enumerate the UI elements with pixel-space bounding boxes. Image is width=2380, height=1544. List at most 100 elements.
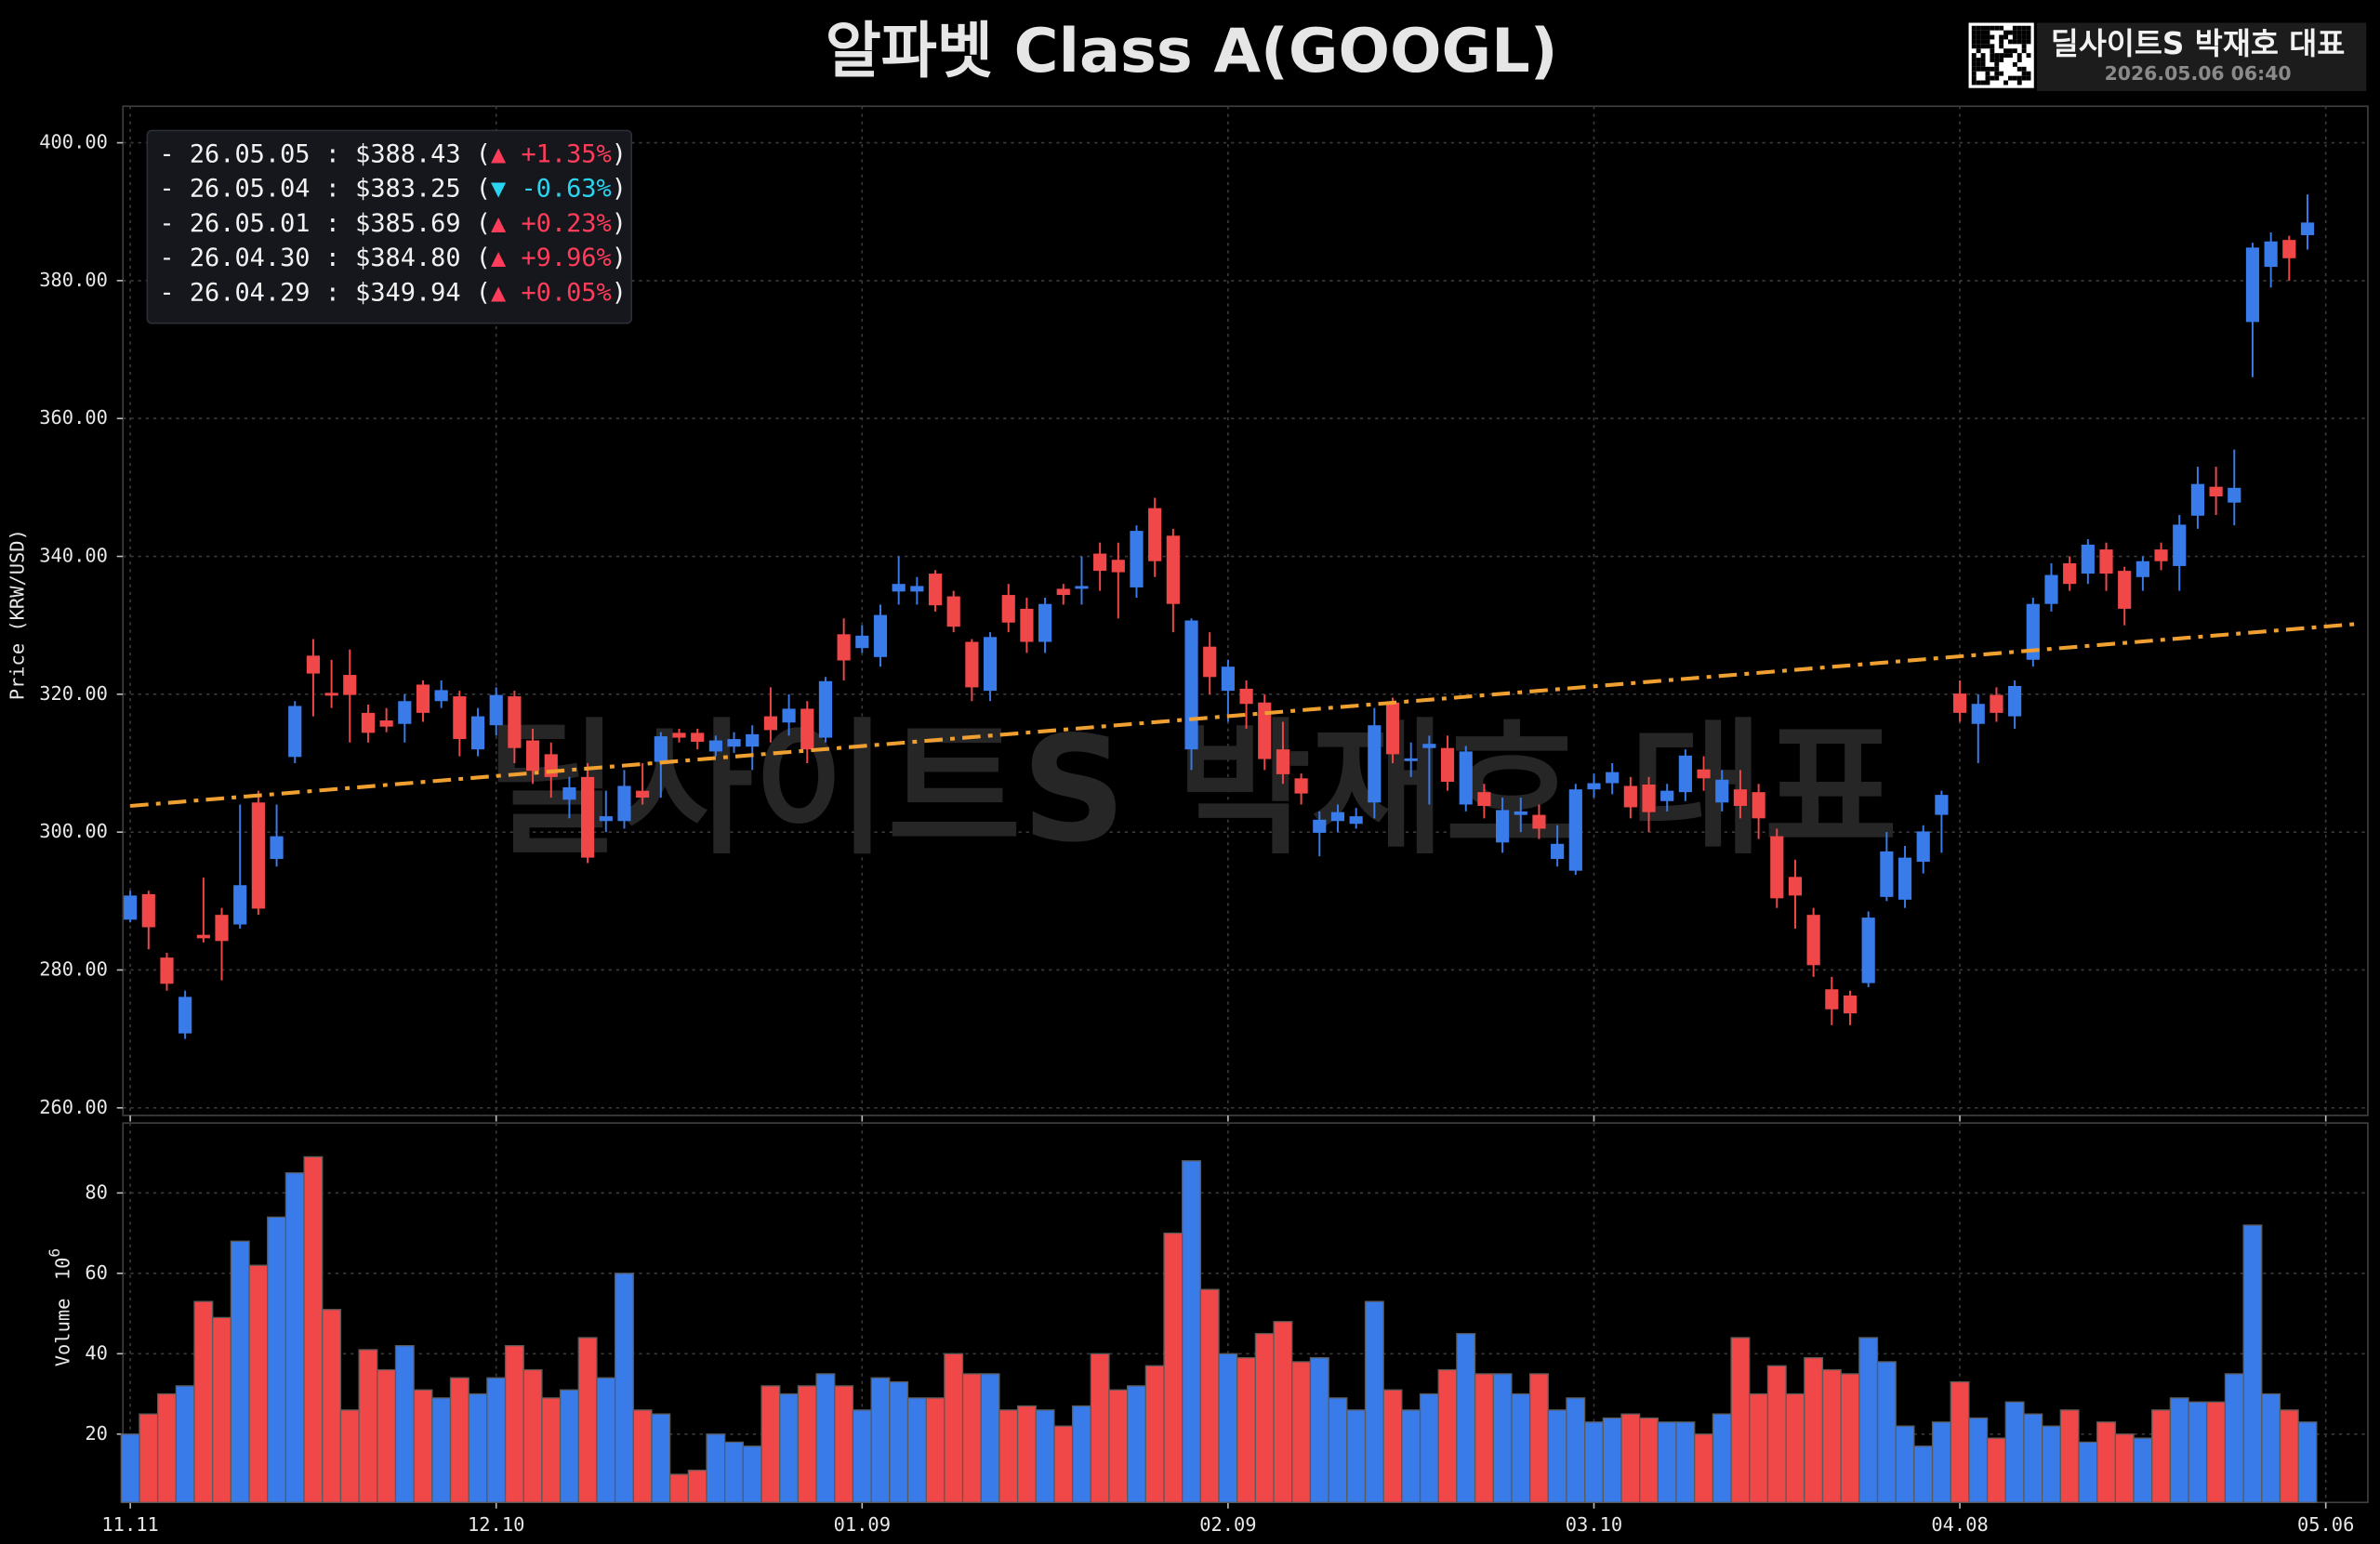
- volume-bar: [1382, 1389, 1403, 1503]
- qr-module: [2021, 75, 2027, 81]
- volume-bar: [193, 1300, 214, 1503]
- qr-module: [1985, 44, 1990, 49]
- candle-body: [1203, 646, 1217, 678]
- candle-body: [1587, 783, 1601, 790]
- candle-body: [1130, 531, 1144, 587]
- candle-body: [288, 706, 302, 758]
- legend-change: ▲ +9.96%: [491, 244, 612, 272]
- qr-module: [1976, 30, 1981, 35]
- candle-body: [708, 740, 722, 752]
- candle-body: [1843, 995, 1858, 1014]
- volume-bar: [614, 1273, 634, 1503]
- candle-body: [2228, 487, 2241, 503]
- candle-body: [910, 586, 924, 592]
- volume-bar: [998, 1409, 1019, 1503]
- volume-bar: [2041, 1425, 2061, 1503]
- volume-bar: [468, 1392, 488, 1503]
- candle-body: [141, 893, 155, 928]
- volume-bar: [1785, 1392, 1805, 1503]
- legend-text: - 26.04.30 : $384.80 (: [159, 244, 491, 272]
- volume-bar: [230, 1240, 250, 1503]
- candle-body: [2245, 247, 2260, 323]
- candle-body: [1349, 816, 1363, 825]
- trend-line: [129, 622, 2358, 809]
- volume-bar: [2059, 1409, 2080, 1503]
- candle-body: [1971, 704, 1985, 724]
- qr-module: [2016, 80, 2022, 86]
- volume-bar: [1273, 1321, 1293, 1503]
- volume-bar: [2114, 1433, 2135, 1503]
- qr-module: [2008, 75, 2013, 81]
- candle-body: [1514, 811, 1527, 815]
- volume-bar: [1291, 1361, 1312, 1503]
- volume-bar: [1566, 1397, 1586, 1503]
- offset-base: 10: [52, 1258, 74, 1281]
- qr-module: [1999, 25, 2004, 31]
- volume-bar: [1858, 1337, 1879, 1503]
- candle-body: [599, 816, 613, 822]
- candle-body: [965, 641, 979, 688]
- x-tick-label: 03.10: [1566, 1513, 1622, 1536]
- volume-bar: [2224, 1373, 2244, 1503]
- qr-module: [1985, 34, 1990, 40]
- candle-body: [1642, 784, 1656, 812]
- candle-body: [343, 675, 357, 695]
- legend-row: - 26.05.04 : $383.25 (▼ -0.63%): [159, 174, 626, 203]
- candle-body: [270, 836, 284, 860]
- volume-bar: [651, 1413, 671, 1503]
- y-tick-label: 260.00: [39, 1096, 108, 1118]
- qr-module: [1994, 53, 2000, 59]
- legend-change: ▲ +1.35%: [491, 139, 612, 168]
- qr-module: [1980, 80, 1986, 86]
- volume-bar: [1840, 1373, 1860, 1503]
- volume-bar: [2261, 1392, 2281, 1503]
- qr-module: [2012, 48, 2017, 54]
- volume-bar: [687, 1470, 707, 1503]
- qr-module: [1985, 25, 1990, 31]
- brand-box: [2037, 22, 2367, 91]
- volume-bar: [413, 1389, 433, 1503]
- volume-bar: [2151, 1409, 2172, 1503]
- volume-bar: [724, 1441, 745, 1503]
- volume-bar: [1511, 1392, 1531, 1503]
- candle-body: [1368, 725, 1382, 803]
- candle-body: [2099, 549, 2113, 574]
- volume-bar: [1620, 1413, 1641, 1503]
- volume-bar: [2004, 1401, 2025, 1503]
- y-tick-label: 300.00: [39, 820, 108, 842]
- candle-body: [746, 733, 760, 747]
- legend-text: ): [612, 244, 627, 272]
- qr-module: [1976, 34, 1981, 40]
- volume-bar: [248, 1264, 269, 1503]
- qr-module: [2026, 71, 2031, 76]
- volume-bar: [541, 1397, 562, 1503]
- volume-tick-label: 40: [85, 1341, 108, 1364]
- qr-code: [1968, 22, 2034, 88]
- qr-module: [1971, 30, 1977, 35]
- volume-bar: [449, 1377, 469, 1503]
- candle-body: [1606, 772, 1620, 784]
- qr-module: [1971, 44, 1977, 49]
- qr-module: [2016, 75, 2022, 81]
- qr-module: [2016, 53, 2022, 59]
- qr-module: [1985, 71, 1990, 76]
- volume-bar: [486, 1377, 507, 1503]
- candle-body: [1038, 603, 1052, 642]
- volume-bar: [1583, 1421, 1604, 1503]
- qr-module: [1990, 66, 1995, 72]
- qr-module: [1994, 58, 2000, 62]
- candle-body: [1660, 790, 1674, 801]
- qr-module: [1985, 80, 1990, 86]
- volume-bar: [925, 1397, 945, 1503]
- qr-module: [1976, 48, 1981, 54]
- candle-body: [2282, 240, 2296, 258]
- volume-bar: [1804, 1356, 1824, 1503]
- candle-body: [1404, 758, 1418, 761]
- volume-bar: [980, 1373, 1000, 1503]
- volume-bar: [1968, 1417, 1989, 1503]
- candle-body: [1678, 755, 1692, 793]
- candle-body: [2044, 574, 2058, 604]
- volume-bar: [1528, 1373, 1549, 1503]
- offset-exponent: 6: [45, 1248, 62, 1258]
